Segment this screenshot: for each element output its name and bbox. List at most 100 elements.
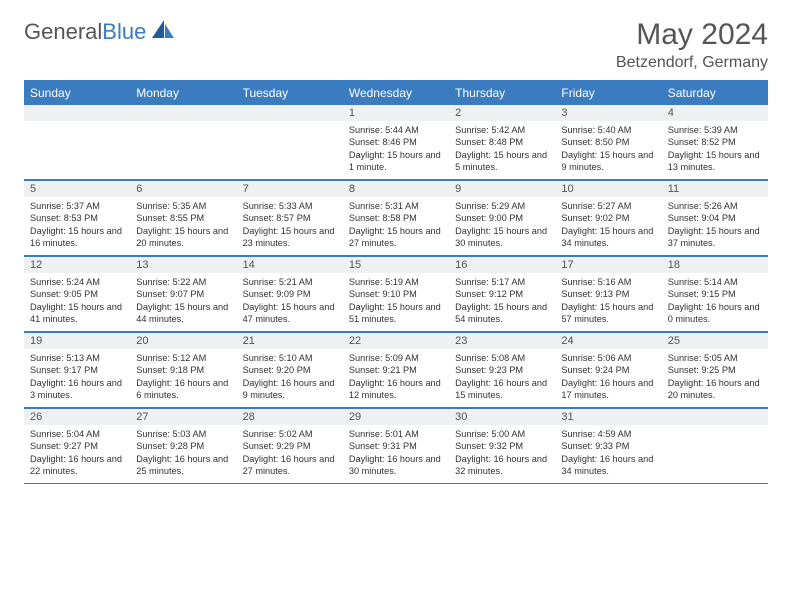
day-number: 1 — [343, 105, 449, 121]
calendar-cell: 23Sunrise: 5:08 AMSunset: 9:23 PMDayligh… — [449, 332, 555, 408]
day-number: 2 — [449, 105, 555, 121]
day-number: 14 — [237, 257, 343, 273]
day-number: 19 — [24, 333, 130, 349]
calendar-cell: 25Sunrise: 5:05 AMSunset: 9:25 PMDayligh… — [662, 332, 768, 408]
calendar-cell: 27Sunrise: 5:03 AMSunset: 9:28 PMDayligh… — [130, 408, 236, 484]
day-number: 25 — [662, 333, 768, 349]
day-details: Sunrise: 5:16 AMSunset: 9:13 PMDaylight:… — [555, 273, 661, 328]
day-number — [237, 105, 343, 121]
day-details: Sunrise: 5:31 AMSunset: 8:58 PMDaylight:… — [343, 197, 449, 252]
calendar-cell: 1Sunrise: 5:44 AMSunset: 8:46 PMDaylight… — [343, 104, 449, 180]
day-number: 13 — [130, 257, 236, 273]
calendar-cell: 28Sunrise: 5:02 AMSunset: 9:29 PMDayligh… — [237, 408, 343, 484]
weekday-wednesday: Wednesday — [343, 82, 449, 104]
day-details: Sunrise: 5:00 AMSunset: 9:32 PMDaylight:… — [449, 425, 555, 480]
day-details: Sunrise: 5:24 AMSunset: 9:05 PMDaylight:… — [24, 273, 130, 328]
weekday-header: SundayMondayTuesdayWednesdayThursdayFrid… — [24, 80, 768, 104]
day-number: 3 — [555, 105, 661, 121]
calendar-cell: 31Sunrise: 4:59 AMSunset: 9:33 PMDayligh… — [555, 408, 661, 484]
day-details: Sunrise: 5:21 AMSunset: 9:09 PMDaylight:… — [237, 273, 343, 328]
calendar-cell: 11Sunrise: 5:26 AMSunset: 9:04 PMDayligh… — [662, 180, 768, 256]
calendar-cell: 6Sunrise: 5:35 AMSunset: 8:55 PMDaylight… — [130, 180, 236, 256]
day-details: Sunrise: 5:33 AMSunset: 8:57 PMDaylight:… — [237, 197, 343, 252]
day-details: Sunrise: 5:04 AMSunset: 9:27 PMDaylight:… — [24, 425, 130, 480]
day-details: Sunrise: 5:35 AMSunset: 8:55 PMDaylight:… — [130, 197, 236, 252]
calendar-cell: 17Sunrise: 5:16 AMSunset: 9:13 PMDayligh… — [555, 256, 661, 332]
day-number: 18 — [662, 257, 768, 273]
calendar: SundayMondayTuesdayWednesdayThursdayFrid… — [24, 80, 768, 484]
header: GeneralBlue May 2024 Betzendorf, Germany — [24, 18, 768, 72]
calendar-cell: 29Sunrise: 5:01 AMSunset: 9:31 PMDayligh… — [343, 408, 449, 484]
calendar-body: 1Sunrise: 5:44 AMSunset: 8:46 PMDaylight… — [24, 104, 768, 484]
calendar-cell: 8Sunrise: 5:31 AMSunset: 8:58 PMDaylight… — [343, 180, 449, 256]
day-details: Sunrise: 5:02 AMSunset: 9:29 PMDaylight:… — [237, 425, 343, 480]
day-number: 20 — [130, 333, 236, 349]
day-details: Sunrise: 5:22 AMSunset: 9:07 PMDaylight:… — [130, 273, 236, 328]
calendar-cell: 21Sunrise: 5:10 AMSunset: 9:20 PMDayligh… — [237, 332, 343, 408]
calendar-cell: 3Sunrise: 5:40 AMSunset: 8:50 PMDaylight… — [555, 104, 661, 180]
calendar-cell: 13Sunrise: 5:22 AMSunset: 9:07 PMDayligh… — [130, 256, 236, 332]
day-details: Sunrise: 5:29 AMSunset: 9:00 PMDaylight:… — [449, 197, 555, 252]
calendar-cell: 14Sunrise: 5:21 AMSunset: 9:09 PMDayligh… — [237, 256, 343, 332]
day-details: Sunrise: 5:37 AMSunset: 8:53 PMDaylight:… — [24, 197, 130, 252]
day-details: Sunrise: 5:05 AMSunset: 9:25 PMDaylight:… — [662, 349, 768, 404]
day-number: 31 — [555, 409, 661, 425]
day-details: Sunrise: 5:01 AMSunset: 9:31 PMDaylight:… — [343, 425, 449, 480]
calendar-cell: 7Sunrise: 5:33 AMSunset: 8:57 PMDaylight… — [237, 180, 343, 256]
day-number: 17 — [555, 257, 661, 273]
day-number — [662, 409, 768, 425]
sail-icon — [150, 18, 176, 45]
day-details: Sunrise: 5:09 AMSunset: 9:21 PMDaylight:… — [343, 349, 449, 404]
calendar-cell: 30Sunrise: 5:00 AMSunset: 9:32 PMDayligh… — [449, 408, 555, 484]
calendar-cell: 22Sunrise: 5:09 AMSunset: 9:21 PMDayligh… — [343, 332, 449, 408]
weekday-monday: Monday — [130, 82, 236, 104]
day-number: 24 — [555, 333, 661, 349]
day-details: Sunrise: 5:03 AMSunset: 9:28 PMDaylight:… — [130, 425, 236, 480]
calendar-cell: 24Sunrise: 5:06 AMSunset: 9:24 PMDayligh… — [555, 332, 661, 408]
title-block: May 2024 Betzendorf, Germany — [616, 18, 768, 72]
calendar-cell: 9Sunrise: 5:29 AMSunset: 9:00 PMDaylight… — [449, 180, 555, 256]
location: Betzendorf, Germany — [616, 54, 768, 72]
calendar-cell: 19Sunrise: 5:13 AMSunset: 9:17 PMDayligh… — [24, 332, 130, 408]
day-details: Sunrise: 5:13 AMSunset: 9:17 PMDaylight:… — [24, 349, 130, 404]
calendar-cell — [237, 104, 343, 180]
day-number: 7 — [237, 181, 343, 197]
day-number: 5 — [24, 181, 130, 197]
day-number: 27 — [130, 409, 236, 425]
day-number: 26 — [24, 409, 130, 425]
day-number: 11 — [662, 181, 768, 197]
day-details: Sunrise: 5:27 AMSunset: 9:02 PMDaylight:… — [555, 197, 661, 252]
day-number: 6 — [130, 181, 236, 197]
weekday-friday: Friday — [555, 82, 661, 104]
day-number: 9 — [449, 181, 555, 197]
day-details: Sunrise: 5:10 AMSunset: 9:20 PMDaylight:… — [237, 349, 343, 404]
calendar-cell: 2Sunrise: 5:42 AMSunset: 8:48 PMDaylight… — [449, 104, 555, 180]
day-number — [24, 105, 130, 121]
day-details: Sunrise: 5:40 AMSunset: 8:50 PMDaylight:… — [555, 121, 661, 176]
day-details: Sunrise: 5:26 AMSunset: 9:04 PMDaylight:… — [662, 197, 768, 252]
day-number — [130, 105, 236, 121]
day-details: Sunrise: 5:44 AMSunset: 8:46 PMDaylight:… — [343, 121, 449, 176]
weekday-saturday: Saturday — [662, 82, 768, 104]
calendar-cell: 12Sunrise: 5:24 AMSunset: 9:05 PMDayligh… — [24, 256, 130, 332]
calendar-cell: 26Sunrise: 5:04 AMSunset: 9:27 PMDayligh… — [24, 408, 130, 484]
logo-text: GeneralBlue — [24, 19, 146, 45]
day-number: 28 — [237, 409, 343, 425]
calendar-cell: 4Sunrise: 5:39 AMSunset: 8:52 PMDaylight… — [662, 104, 768, 180]
logo-part2: Blue — [102, 19, 146, 44]
day-number: 23 — [449, 333, 555, 349]
day-details: Sunrise: 5:42 AMSunset: 8:48 PMDaylight:… — [449, 121, 555, 176]
day-number: 15 — [343, 257, 449, 273]
day-number: 12 — [24, 257, 130, 273]
calendar-cell: 18Sunrise: 5:14 AMSunset: 9:15 PMDayligh… — [662, 256, 768, 332]
day-details: Sunrise: 5:19 AMSunset: 9:10 PMDaylight:… — [343, 273, 449, 328]
weekday-sunday: Sunday — [24, 82, 130, 104]
day-number: 8 — [343, 181, 449, 197]
calendar-cell: 16Sunrise: 5:17 AMSunset: 9:12 PMDayligh… — [449, 256, 555, 332]
day-details: Sunrise: 5:06 AMSunset: 9:24 PMDaylight:… — [555, 349, 661, 404]
month-title: May 2024 — [616, 18, 768, 52]
logo: GeneralBlue — [24, 18, 176, 45]
day-number: 29 — [343, 409, 449, 425]
day-number: 30 — [449, 409, 555, 425]
weekday-tuesday: Tuesday — [237, 82, 343, 104]
